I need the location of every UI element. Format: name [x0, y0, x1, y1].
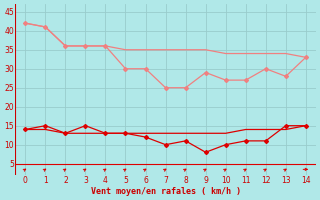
X-axis label: Vent moyen/en rafales ( km/h ): Vent moyen/en rafales ( km/h ) [91, 187, 241, 196]
